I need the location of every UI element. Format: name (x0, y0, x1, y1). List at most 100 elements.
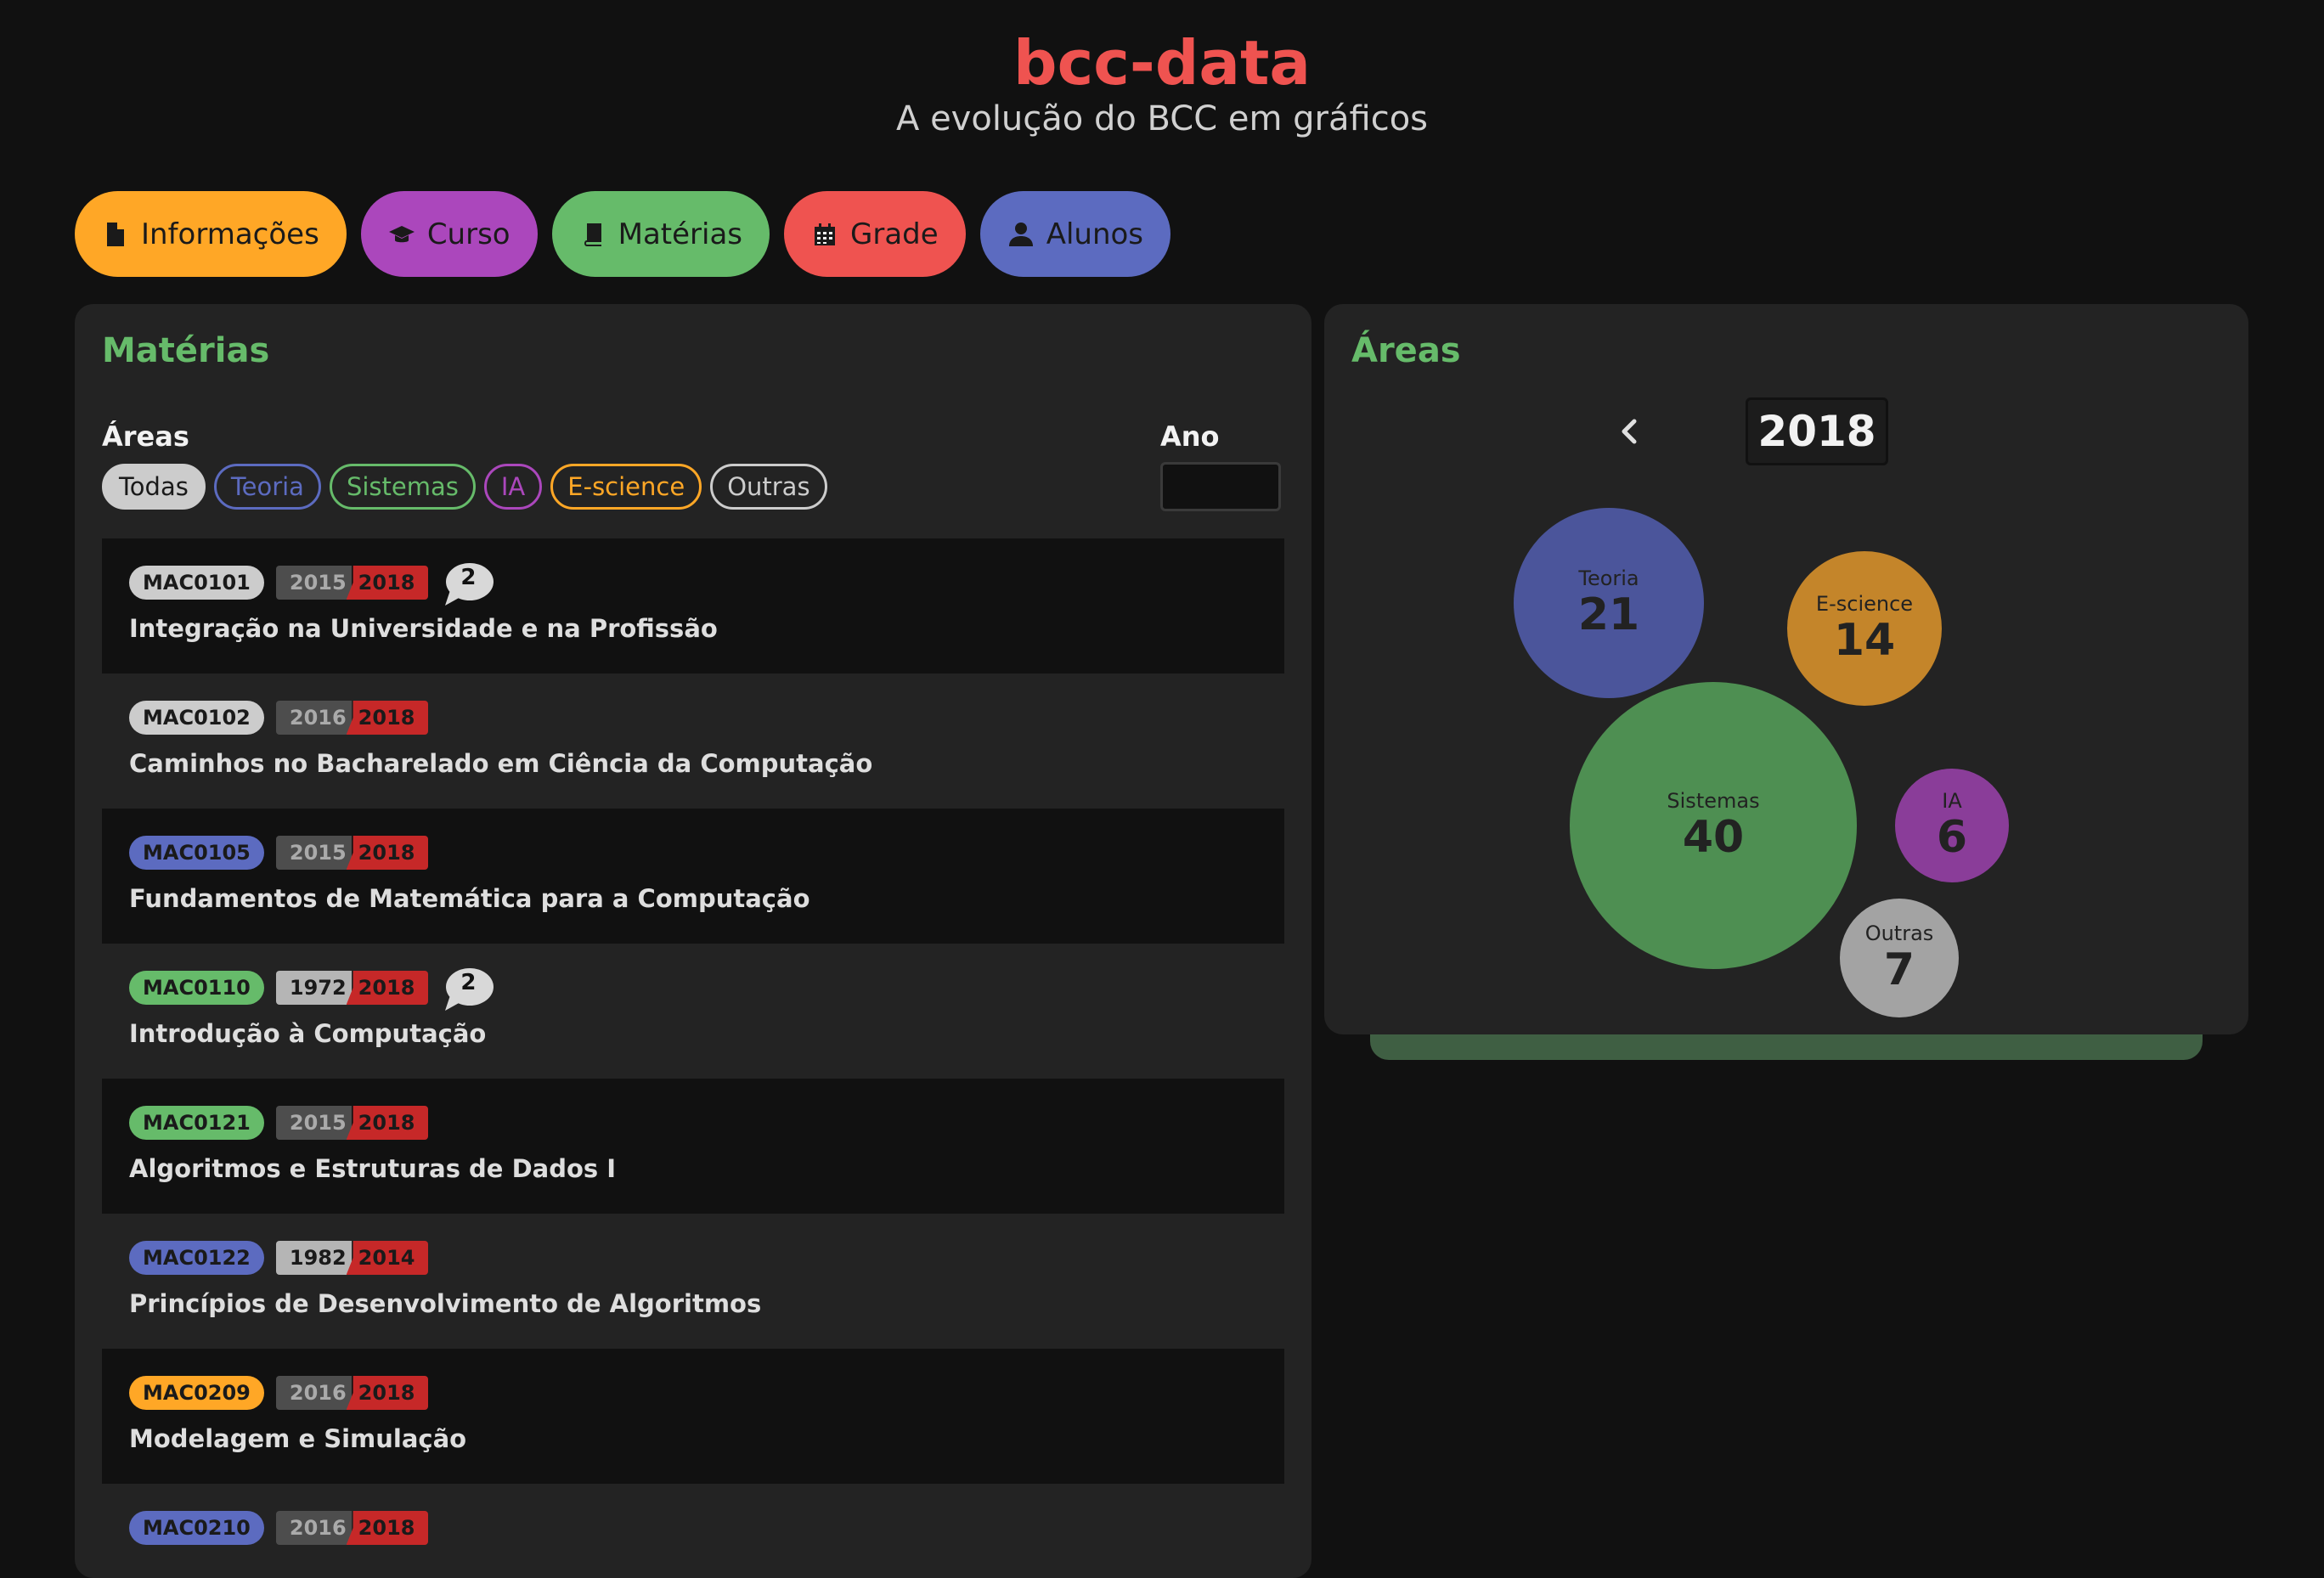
start-year: 2015 (275, 566, 352, 600)
end-year: 2018 (346, 1106, 429, 1140)
nav-button-curso[interactable]: Curso (360, 191, 538, 277)
year-range-badge: 1982 2014 (275, 1241, 429, 1275)
subject-code-badge: MAC0101 (129, 566, 264, 600)
file-icon (107, 222, 124, 246)
year-input[interactable] (1160, 462, 1281, 511)
subject-badges: MAC0121 2015 2018 (129, 1102, 1257, 1144)
year-range-badge: 2016 2018 (275, 1511, 429, 1545)
area-bubble-label: Outras (1864, 921, 1934, 945)
subject-name: Modelagem e Simulação (129, 1424, 467, 1453)
start-year: 1972 (275, 971, 352, 1005)
subject-name: Algoritmos e Estruturas de Dados I (129, 1154, 617, 1183)
area-chip-ia[interactable]: IA (483, 464, 543, 510)
nav-button-label: Grade (850, 217, 939, 251)
end-year: 2018 (346, 701, 429, 735)
area-chip-teoria[interactable]: Teoria (213, 464, 321, 510)
subject-list: MAC0101 2015 2018 2 Integração na Universida… (102, 538, 1284, 1578)
subject-code-badge: MAC0122 (129, 1241, 264, 1275)
subject-badges: MAC0122 1982 2014 (129, 1237, 1257, 1279)
subject-row[interactable]: MAC0209 2016 2018 Modelagem e Simulação (102, 1349, 1284, 1484)
area-bubble-value: 40 (1682, 812, 1745, 863)
subject-code-badge: MAC0102 (129, 701, 264, 735)
subject-name: Integração na Universidade e na Profissã… (129, 614, 718, 643)
area-bubble-ia[interactable]: IA 6 (1895, 769, 2009, 882)
subject-code-badge: MAC0209 (129, 1376, 264, 1410)
start-year: 2016 (275, 1376, 352, 1410)
start-year: 2015 (275, 836, 352, 870)
start-year: 2015 (275, 1106, 352, 1140)
subject-row[interactable]: MAC0122 1982 2014 Princípios de Desenvolvim… (102, 1214, 1284, 1349)
nav-button-matérias[interactable]: Matérias (551, 191, 770, 277)
comment-count-bubble[interactable]: 2 (442, 967, 494, 1011)
site-title: bcc-data (1013, 27, 1311, 99)
year-navigator: 2018 (1613, 397, 1888, 465)
selected-year: 2018 (1746, 397, 1888, 465)
start-year: 2016 (275, 1511, 352, 1545)
area-bubble-teoria[interactable]: Teoria 21 (1514, 508, 1704, 698)
area-chip-sistemas[interactable]: Sistemas (329, 464, 476, 510)
end-year: 2018 (346, 566, 429, 600)
calendar-icon (815, 223, 836, 245)
nav-button-grade[interactable]: Grade (784, 191, 966, 277)
end-year: 2018 (346, 971, 429, 1005)
area-bubble-value: 7 (1883, 944, 1915, 995)
subject-name: Caminhos no Bacharelado em Ciência da Co… (129, 749, 873, 778)
areas-filter-label: Áreas (102, 420, 189, 453)
area-bubble-e-science[interactable]: E-science 14 (1787, 551, 1942, 706)
subject-name: Princípios de Desenvolvimento de Algorit… (129, 1289, 762, 1318)
area-bubble-label: IA (1942, 789, 1962, 813)
area-bubble-value: 21 (1577, 589, 1640, 640)
site-subtitle: A evolução do BCC em gráficos (895, 99, 1428, 138)
start-year: 1982 (275, 1241, 352, 1275)
comment-count-bubble[interactable]: 2 (442, 561, 494, 606)
nav-button-label: Matérias (618, 217, 743, 251)
area-bubble-sistemas[interactable]: Sistemas 40 (1570, 682, 1857, 969)
speech-bubble-icon (445, 968, 494, 1011)
subject-row[interactable]: MAC0110 1972 2018 2 Introdução à Computação (102, 944, 1284, 1079)
subjects-panel: Matérias Áreas Todas Teoria Sistemas IA E-sc… (75, 304, 1311, 1578)
subject-row[interactable]: MAC0121 2015 2018 Algoritmos e Estruturas d… (102, 1079, 1284, 1214)
nav-button-alunos[interactable]: Alunos (979, 191, 1171, 277)
end-year: 2018 (346, 1511, 429, 1545)
subject-name: Introdução à Computação (129, 1019, 487, 1048)
year-range-badge: 2015 2018 (275, 836, 429, 870)
area-bubble-label: Teoria (1578, 566, 1639, 590)
areas-panel: Áreas 2018 Teoria 21 E-science 14 Sistemas 40… (1324, 304, 2248, 1034)
subject-row[interactable]: MAC0210 2016 2018 (102, 1484, 1284, 1578)
main-nav: Informações Curso Matérias Grade Alunos (75, 191, 1171, 277)
end-year: 2018 (346, 1376, 429, 1410)
graduation-cap-icon (388, 225, 415, 242)
panel-accent-strip (1370, 1034, 2203, 1060)
speech-bubble-icon (445, 563, 494, 606)
comment-count: 2 (460, 565, 477, 590)
subject-code-badge: MAC0110 (129, 971, 264, 1005)
area-bubble-label: Sistemas (1667, 789, 1760, 813)
area-chip-outras[interactable]: Outras (710, 464, 827, 510)
area-bubble-value: 6 (1936, 812, 1968, 863)
subject-code-badge: MAC0105 (129, 836, 264, 870)
start-year: 2016 (275, 701, 352, 735)
subject-row[interactable]: MAC0101 2015 2018 2 Integração na Universida… (102, 538, 1284, 673)
area-filter-chips: Todas Teoria Sistemas IA E-science Outras (102, 464, 827, 510)
subject-code-badge: MAC0121 (129, 1106, 264, 1140)
subject-badges: MAC0105 2015 2018 (129, 831, 1257, 874)
subject-row[interactable]: MAC0105 2015 2018 Fundamentos de Matemática… (102, 809, 1284, 944)
area-bubble-outras[interactable]: Outras 7 (1840, 899, 1959, 1017)
subject-code-badge: MAC0210 (129, 1511, 264, 1545)
area-chip-e-science[interactable]: E-science (550, 464, 702, 510)
comment-count: 2 (460, 970, 477, 995)
nav-button-label: Informações (141, 217, 319, 251)
nav-button-informações[interactable]: Informações (75, 191, 347, 277)
chevron-left-icon[interactable] (1613, 414, 1647, 448)
year-range-badge: 1972 2018 (275, 971, 429, 1005)
nav-button-label: Alunos (1046, 217, 1144, 251)
subject-name: Fundamentos de Matemática para a Computa… (129, 884, 810, 913)
year-range-badge: 2016 2018 (275, 1376, 429, 1410)
year-range-badge: 2016 2018 (275, 701, 429, 735)
subject-badges: MAC0110 1972 2018 2 (129, 967, 1257, 1011)
year-range-badge: 2015 2018 (275, 1106, 429, 1140)
area-chip-todas[interactable]: Todas (102, 464, 206, 510)
area-bubble-label: E-science (1815, 592, 1914, 616)
subject-row[interactable]: MAC0102 2016 2018 Caminhos no Bacharelado e… (102, 673, 1284, 809)
subject-badges: MAC0102 2016 2018 (129, 696, 1257, 739)
